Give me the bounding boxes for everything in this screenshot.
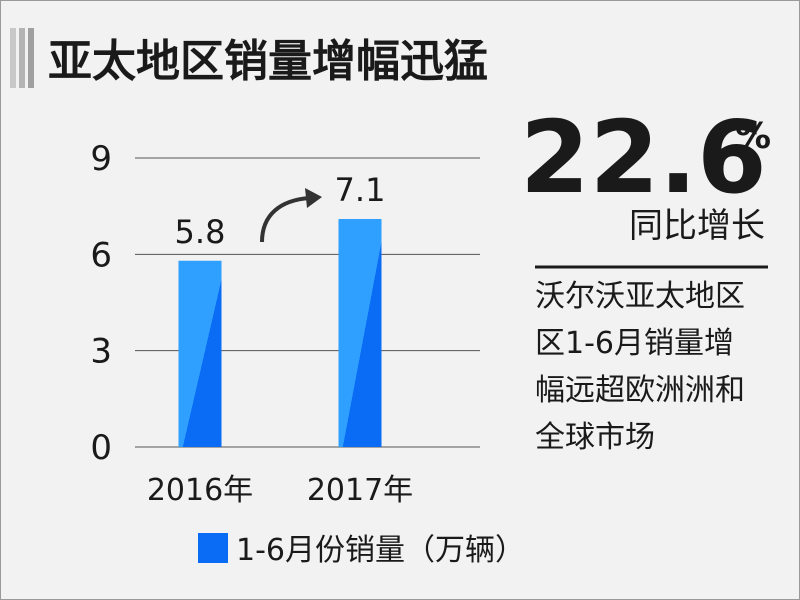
- note-line: 全球市场: [535, 420, 655, 455]
- x-tick-label: 2017年: [307, 473, 413, 508]
- legend-swatch: [198, 533, 228, 563]
- highlight-unit: %: [735, 116, 771, 157]
- growth-arrow: [260, 196, 311, 243]
- growth-arrowhead: [305, 188, 322, 208]
- x-tick-label: 2016年: [147, 473, 253, 508]
- y-tick-label: 9: [90, 139, 112, 179]
- bar: [178, 260, 222, 447]
- note-line: 幅远超欧洲洲和: [535, 373, 745, 408]
- y-tick-label: 0: [90, 428, 112, 468]
- highlight-value: 22.6: [520, 99, 767, 216]
- legend-label: 1-6月份销量（万辆）: [236, 533, 525, 568]
- bar: [338, 219, 382, 447]
- chart-title: 亚太地区销量增幅迅猛: [48, 36, 488, 87]
- highlight-label: 同比增长: [629, 206, 765, 246]
- y-tick-label: 3: [90, 332, 112, 372]
- data-label: 5.8: [175, 213, 226, 251]
- title-decoration: [10, 28, 34, 88]
- y-tick-label: 6: [90, 235, 112, 275]
- note-line: 沃尔沃亚太地区: [535, 279, 745, 314]
- data-label: 7.1: [335, 171, 386, 209]
- note-line: 区1-6月销量增: [535, 326, 734, 361]
